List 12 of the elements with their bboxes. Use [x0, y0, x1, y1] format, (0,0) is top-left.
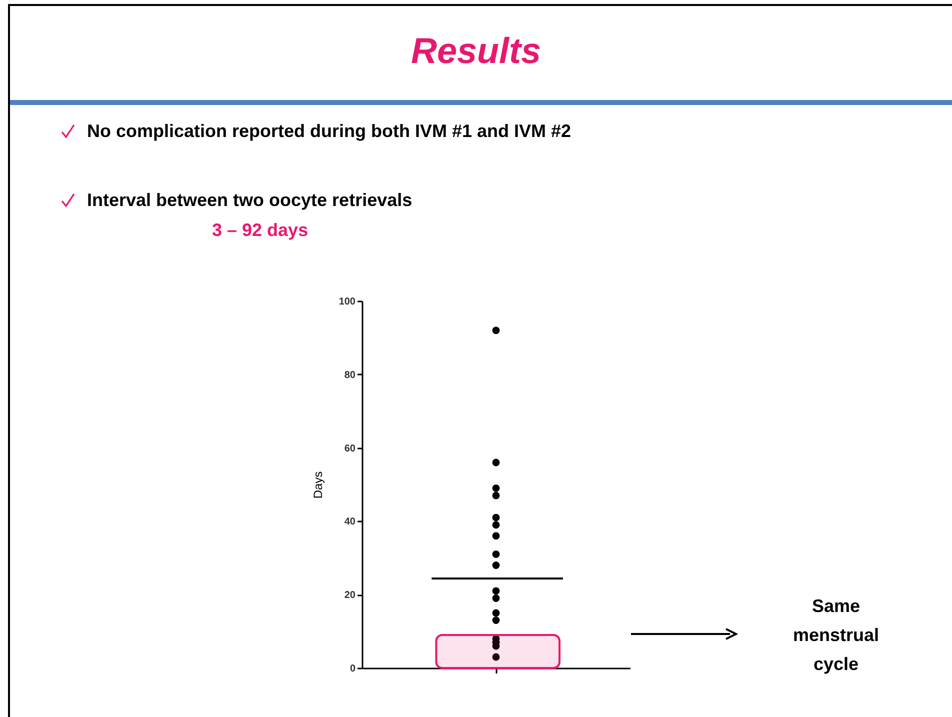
- text: Interval between two oocyte retrievals: [87, 190, 412, 211]
- y-tick-label: 100: [338, 296, 356, 308]
- text: No complication reported during both IVM #1 and IVM #2: [87, 121, 572, 142]
- y-tick-label: 0: [350, 664, 356, 674]
- text: 3 – 92 days: [212, 220, 308, 241]
- y-tick-label: 20: [344, 590, 356, 602]
- y-axis-title: Days: [310, 471, 325, 499]
- y-tick-label: 80: [344, 370, 356, 381]
- y-tick-label: 40: [344, 516, 356, 528]
- chart-title: Results: [410, 30, 542, 72]
- text: Same menstrual cycle: [792, 595, 880, 676]
- y-tick-label: 60: [344, 443, 356, 454]
